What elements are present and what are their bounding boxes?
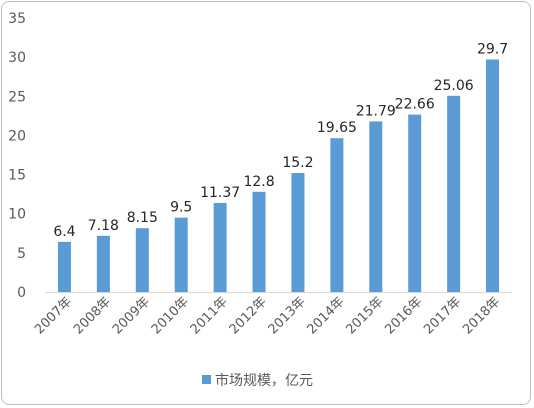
y-tick-label: 15 — [8, 168, 26, 184]
x-tick-label: 2009年 — [110, 294, 153, 337]
data-label: 12.8 — [243, 174, 274, 190]
data-label: 22.66 — [395, 97, 435, 113]
x-tick-label: 2015年 — [343, 294, 386, 337]
x-tick-label: 2011年 — [188, 294, 231, 337]
data-label: 9.5 — [170, 200, 192, 216]
data-label: 8.15 — [127, 210, 158, 226]
bar — [291, 173, 305, 292]
x-tick-label: 2012年 — [227, 294, 270, 337]
data-label: 7.18 — [88, 218, 119, 234]
bar — [486, 59, 500, 293]
bar — [252, 191, 266, 292]
bar — [57, 241, 71, 292]
x-tick-label: 2013年 — [266, 294, 309, 337]
x-axis: 2007年2008年2009年2010年2011年2012年2013年2014年… — [32, 292, 512, 337]
x-tick-label: 2014年 — [305, 294, 348, 337]
y-tick-label: 30 — [8, 50, 26, 66]
x-tick-label: 2007年 — [32, 294, 75, 337]
y-tick-label: 20 — [8, 128, 26, 144]
legend-label: 市场规模，亿元 — [215, 372, 313, 389]
legend-swatch — [202, 375, 211, 384]
x-tick-label: 2018年 — [460, 294, 503, 337]
x-tick-label: 2010年 — [149, 294, 192, 337]
x-tick-label: 2016年 — [382, 294, 425, 337]
x-tick-label: 2017年 — [421, 294, 464, 337]
legend: 市场规模，亿元 — [202, 372, 313, 389]
data-label: 19.65 — [317, 120, 357, 136]
y-axis: 0 5 10 15 20 25 30 35 — [8, 11, 26, 301]
bar — [447, 95, 461, 292]
x-tick-label: 2008年 — [71, 294, 114, 337]
y-tick-label: 35 — [8, 11, 26, 27]
y-tick-label: 5 — [17, 246, 26, 262]
bar — [369, 121, 383, 292]
bar — [408, 114, 422, 292]
data-label: 29.7 — [477, 41, 508, 57]
y-tick-label: 10 — [8, 207, 26, 223]
bar — [330, 138, 344, 292]
y-tick-label: 25 — [8, 89, 26, 105]
data-label: 6.4 — [53, 224, 75, 240]
bar — [135, 228, 149, 292]
data-label: 11.37 — [200, 185, 240, 201]
bar — [174, 217, 188, 292]
y-tick-label: 0 — [17, 285, 26, 301]
data-label: 25.06 — [434, 78, 474, 94]
data-label: 15.2 — [282, 155, 313, 171]
bar — [213, 202, 227, 292]
bars — [57, 59, 500, 293]
bar — [96, 235, 110, 292]
data-label: 21.79 — [356, 103, 396, 119]
